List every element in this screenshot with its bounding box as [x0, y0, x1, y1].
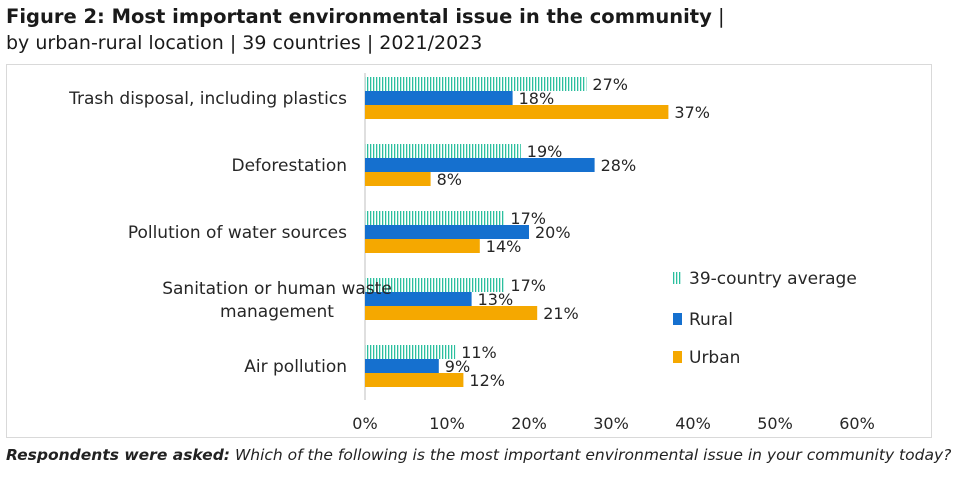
bar-urban-5: [365, 373, 464, 387]
data-label-rural-5: 9%: [445, 357, 470, 376]
category-label-3: Pollution of water sources: [128, 223, 347, 243]
data-label-rural-1: 18%: [519, 89, 555, 108]
bar-39-country-average-5: [365, 345, 456, 359]
chart-subtitle: by urban-rural location | 39 countries |…: [6, 32, 483, 54]
legend-swatch-urban: [673, 351, 682, 363]
data-label-39-country-average-5: 11%: [461, 343, 497, 362]
bar-39-country-average-4: [365, 278, 505, 292]
legend-swatch-39-country-average: [673, 272, 682, 284]
x-tick-label-10: 10%: [429, 414, 465, 433]
legend-swatch-rural: [673, 313, 682, 325]
footnote: Respondents were asked: Which of the fol…: [6, 445, 956, 466]
title-main: Figure 2: Most important environmental i…: [6, 5, 712, 28]
data-label-rural-3: 20%: [535, 223, 571, 242]
data-label-39-country-average-4: 17%: [510, 276, 546, 295]
bar-rural-4: [365, 292, 472, 306]
data-label-rural-2: 28%: [601, 156, 637, 175]
x-tick-label-20: 20%: [511, 414, 547, 433]
legend-label-rural: Rural: [689, 310, 733, 330]
legend-label-39-country-average: 39-country average: [689, 269, 857, 289]
data-label-39-country-average-3: 17%: [510, 209, 546, 228]
footnote-lead: Respondents were asked:: [6, 446, 230, 464]
data-label-39-country-average-1: 27%: [592, 75, 628, 94]
bar-rural-5: [365, 359, 439, 373]
category-label-1: Trash disposal, including plastics: [68, 89, 347, 109]
category-label-4-line-2: management: [220, 302, 334, 322]
data-label-urban-5: 12%: [469, 371, 505, 390]
data-label-rural-4: 13%: [478, 290, 514, 309]
bar-urban-3: [365, 239, 480, 253]
bar-urban-4: [365, 306, 538, 320]
chart-title: Figure 2: Most important environmental i…: [6, 3, 956, 57]
x-tick-label-40: 40%: [675, 414, 711, 433]
title-separator: |: [718, 5, 725, 28]
data-label-urban-1: 37%: [674, 103, 710, 122]
bar-chart: 27% 18% 37% Trash disposal, including plast…: [68, 73, 875, 433]
data-label-urban-2: 8%: [437, 170, 462, 189]
bar-urban-1: [365, 105, 669, 119]
footnote-text: Which of the following is the most impor…: [234, 446, 952, 464]
bar-urban-2: [365, 172, 431, 186]
x-tick-label-30: 30%: [593, 414, 629, 433]
bar-rural-3: [365, 225, 529, 239]
data-label-urban-3: 14%: [486, 237, 522, 256]
bar-39-country-average-3: [365, 211, 505, 225]
x-tick-label-50: 50%: [757, 414, 793, 433]
bar-39-country-average-1: [365, 77, 587, 91]
chart-frame: 27% 18% 37% Trash disposal, including plast…: [6, 64, 932, 438]
bar-rural-2: [365, 158, 595, 172]
category-label-4-line-1: Sanitation or human waste: [162, 279, 392, 299]
category-label-2: Deforestation: [231, 156, 347, 176]
legend-label-urban: Urban: [689, 348, 740, 368]
x-tick-label-60: 60%: [839, 414, 875, 433]
bar-39-country-average-2: [365, 144, 521, 158]
bar-rural-1: [365, 91, 513, 105]
category-label-5: Air pollution: [244, 357, 347, 377]
data-label-urban-4: 21%: [543, 304, 579, 323]
data-label-39-country-average-2: 19%: [527, 142, 563, 161]
x-tick-label-0: 0%: [352, 414, 377, 433]
